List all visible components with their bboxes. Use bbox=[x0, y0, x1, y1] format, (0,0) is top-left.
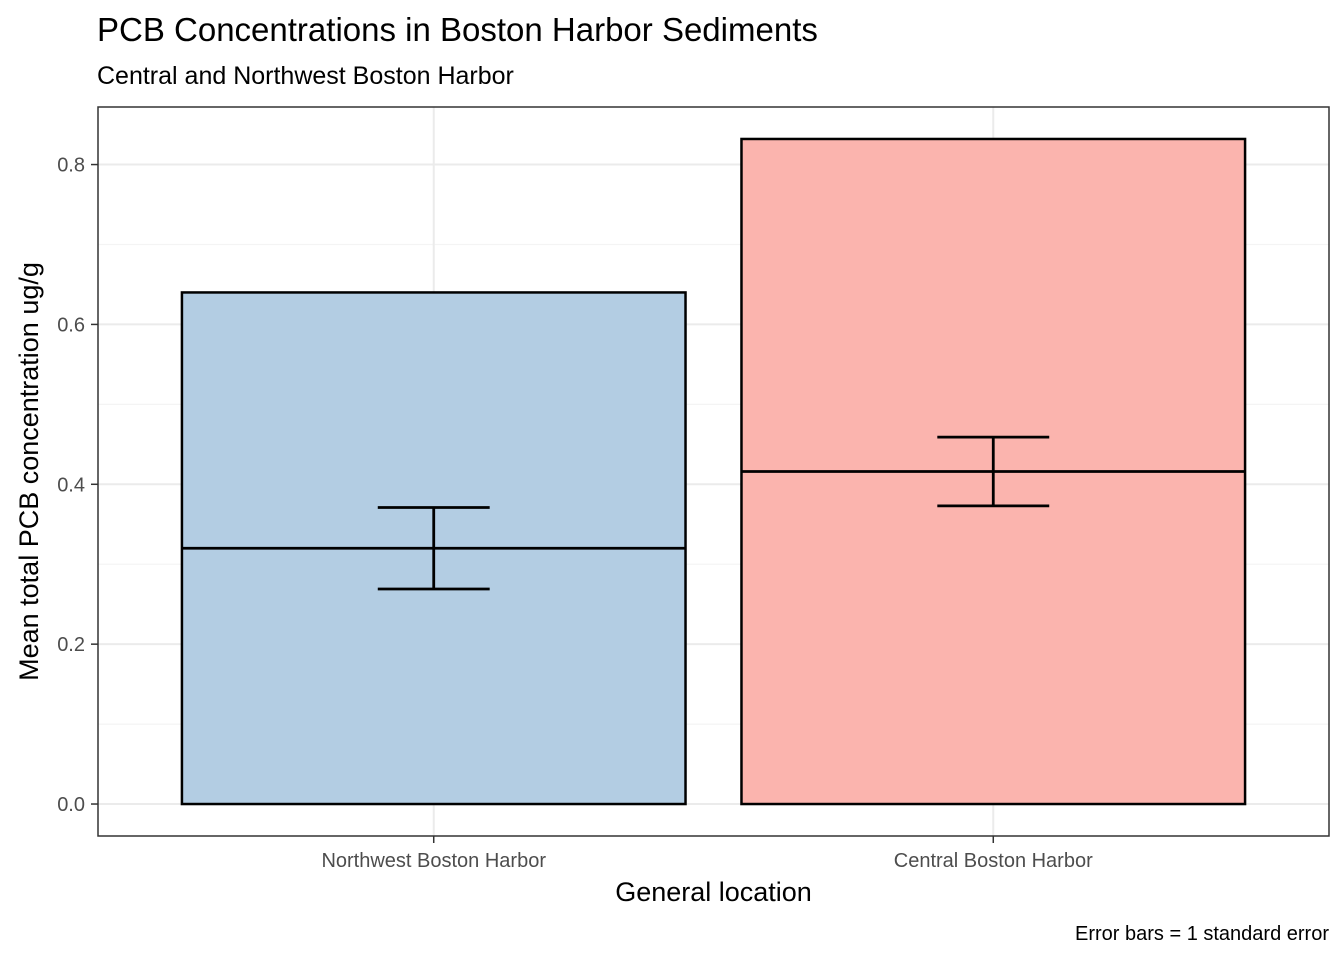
chart-title: PCB Concentrations in Boston Harbor Sedi… bbox=[97, 11, 818, 48]
y-tick-label: 0.4 bbox=[57, 474, 85, 496]
y-axis-ticks: 0.0 0.2 0.4 0.6 0.8 bbox=[57, 155, 98, 816]
chart-caption: Error bars = 1 standard error bbox=[1075, 923, 1329, 945]
chart-subtitle: Central and Northwest Boston Harbor bbox=[97, 62, 514, 90]
y-tick-label: 0.6 bbox=[57, 314, 85, 336]
panel-border bbox=[97, 106, 1330, 837]
error-bars bbox=[377, 435, 1050, 591]
x-tick-label: Northwest Boston Harbor bbox=[321, 850, 546, 872]
y-tick-label: 0.8 bbox=[57, 155, 85, 177]
x-axis-ticks: Northwest Boston Harbor Central Boston Ha… bbox=[321, 836, 1093, 872]
y-tick-label: 0.0 bbox=[57, 794, 85, 816]
y-tick-label: 0.2 bbox=[57, 634, 85, 656]
x-axis-title: General location bbox=[615, 877, 812, 907]
error-bar-0 bbox=[377, 506, 490, 591]
x-tick-label: Central Boston Harbor bbox=[894, 850, 1093, 872]
error-bar-1 bbox=[937, 435, 1050, 508]
y-axis-title: Mean total PCB concentration ug/g bbox=[14, 262, 44, 681]
